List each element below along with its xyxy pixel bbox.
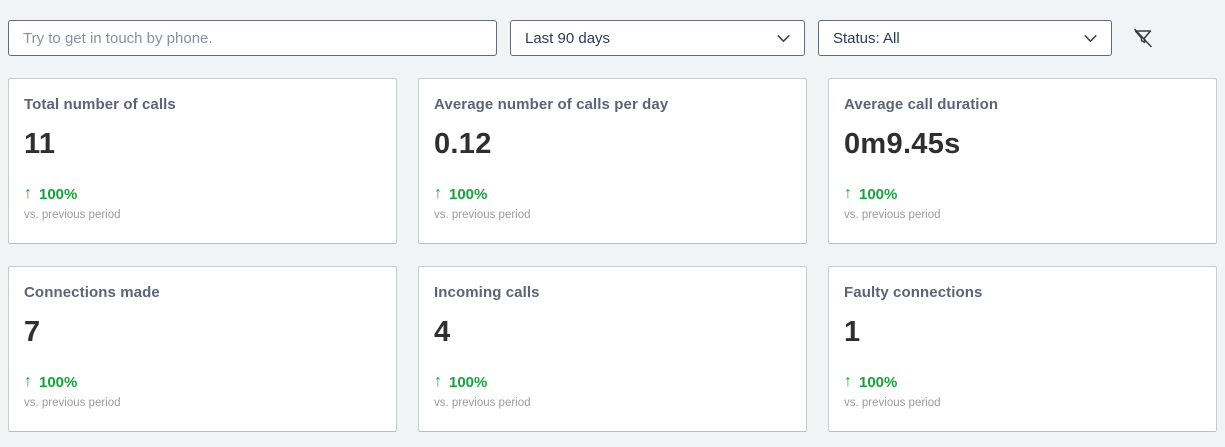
- comparison-label: vs. previous period: [24, 397, 121, 409]
- arrow-up-icon: ↑: [24, 373, 32, 390]
- comparison-label: vs. previous period: [24, 209, 121, 221]
- arrow-up-icon: ↑: [434, 373, 442, 390]
- calls-dashboard: Last 90 days Status: All Total number of…: [8, 20, 1217, 432]
- card-trend: ↑ 100%: [24, 373, 380, 391]
- card-connections-made: Connections made 7 ↑ 100% vs. previous p…: [8, 266, 397, 432]
- comparison-label: vs. previous period: [434, 209, 531, 221]
- card-value: 4: [434, 316, 451, 348]
- card-value: 0m9.45s: [844, 128, 961, 160]
- card-avg-calls-per-day: Average number of calls per day 0.12 ↑ 1…: [418, 78, 807, 244]
- status-dropdown[interactable]: Status: All: [818, 20, 1112, 56]
- arrow-up-icon: ↑: [434, 185, 442, 202]
- filter-bar: Last 90 days Status: All: [8, 20, 1217, 56]
- card-trend: ↑ 100%: [434, 373, 790, 391]
- card-incoming-calls: Incoming calls 4 ↑ 100% vs. previous per…: [418, 266, 807, 432]
- date-range-dropdown[interactable]: Last 90 days: [510, 20, 805, 56]
- comparison-label: vs. previous period: [844, 209, 941, 221]
- search-input[interactable]: [8, 20, 497, 56]
- chevron-down-icon: [1082, 30, 1099, 47]
- card-total-calls: Total number of calls 11 ↑ 100% vs. prev…: [8, 78, 397, 244]
- card-title: Average call duration: [844, 96, 999, 113]
- date-range-value: Last 90 days: [525, 29, 611, 47]
- clear-filters-button[interactable]: [1129, 24, 1157, 52]
- comparison-label: vs. previous period: [434, 397, 531, 409]
- card-value: 1: [844, 316, 861, 348]
- card-title: Connections made: [24, 284, 160, 301]
- kpi-card-grid: Total number of calls 11 ↑ 100% vs. prev…: [8, 78, 1217, 432]
- trend-percent: 100%: [39, 373, 78, 391]
- card-title: Average number of calls per day: [434, 96, 669, 113]
- status-value: Status: All: [833, 29, 900, 47]
- arrow-up-icon: ↑: [844, 185, 852, 202]
- card-title: Faulty connections: [844, 284, 983, 301]
- chevron-down-icon: [775, 30, 792, 47]
- card-faulty-connections: Faulty connections 1 ↑ 100% vs. previous…: [828, 266, 1217, 432]
- trend-percent: 100%: [449, 373, 488, 391]
- card-value: 11: [24, 128, 56, 160]
- card-trend: ↑ 100%: [844, 185, 1200, 203]
- card-trend: ↑ 100%: [844, 373, 1200, 391]
- trend-percent: 100%: [449, 185, 488, 203]
- arrow-up-icon: ↑: [24, 185, 32, 202]
- card-title: Incoming calls: [434, 284, 540, 301]
- trend-percent: 100%: [39, 185, 78, 203]
- comparison-label: vs. previous period: [844, 397, 941, 409]
- card-title: Total number of calls: [24, 96, 176, 113]
- filter-off-icon: [1131, 26, 1155, 50]
- card-trend: ↑ 100%: [24, 185, 380, 203]
- arrow-up-icon: ↑: [844, 373, 852, 390]
- trend-percent: 100%: [859, 185, 898, 203]
- card-value: 0.12: [434, 128, 492, 160]
- card-avg-call-duration: Average call duration 0m9.45s ↑ 100% vs.…: [828, 78, 1217, 244]
- card-trend: ↑ 100%: [434, 185, 790, 203]
- card-value: 7: [24, 316, 41, 348]
- trend-percent: 100%: [859, 373, 898, 391]
